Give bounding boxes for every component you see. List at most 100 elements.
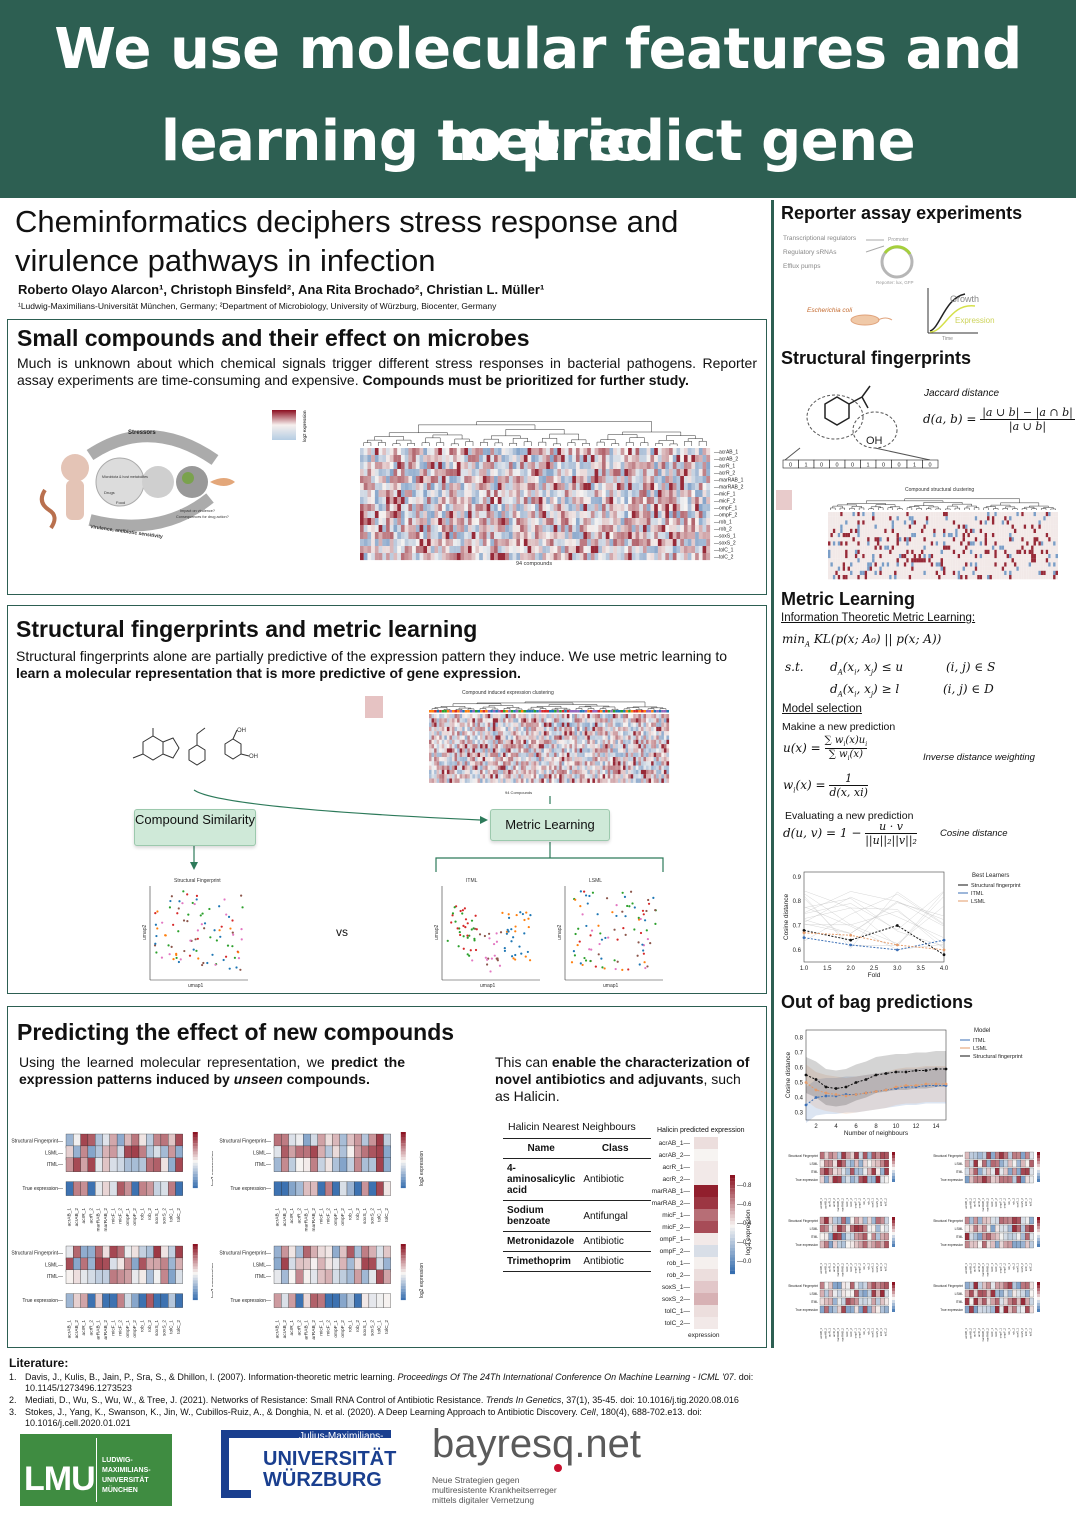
section-fingerprints-metric: [7, 605, 767, 994]
heatmap-cell: [923, 528, 926, 534]
heatmap-cell: [516, 539, 521, 547]
heatmap-cell: [389, 511, 394, 519]
heatmap-cell: [474, 752, 478, 758]
heatmap-cell: [512, 490, 517, 498]
heatmap-cell: [371, 553, 375, 561]
heatmap-cell: [575, 483, 580, 491]
heatmap-cell: [623, 718, 626, 723]
heatmap-cell: [923, 533, 926, 538]
heatmap-cell: [1018, 537, 1022, 542]
heatmap-cell: [584, 726, 588, 732]
heatmap-cell: [945, 512, 948, 517]
heatmap-cell: [972, 537, 975, 542]
scatter-point: [170, 945, 173, 948]
heatmap-cell: [310, 1269, 318, 1284]
heatmap-cell: [925, 537, 929, 542]
heatmap-cell: [518, 748, 522, 753]
heatmap-cell: [367, 504, 372, 512]
heatmap-cell: [523, 525, 528, 533]
heatmap-cell: [464, 532, 469, 540]
heatmap-cell: [527, 490, 532, 498]
heatmap-cell: [462, 769, 465, 775]
heatmap-cell: [867, 541, 870, 546]
heatmap-cell: [495, 748, 499, 753]
heatmap-cell: [510, 774, 514, 779]
cluster-bar: [464, 710, 468, 713]
heatmap-cell: [531, 774, 534, 779]
heatmap-cell: [945, 516, 948, 521]
heatmap-cell: [1009, 533, 1012, 538]
heatmap-cell: [903, 512, 907, 517]
heatmap-cell: [1038, 516, 1041, 521]
heatmap-cell: [467, 744, 470, 749]
heatmap-cell: [616, 497, 621, 505]
section1-colorbar: log2 expression: [272, 410, 307, 442]
heatmap-cell: [918, 520, 921, 525]
heatmap-cell: [842, 516, 846, 521]
heatmap-cell: [451, 752, 455, 758]
heatmap-cell: [1033, 545, 1036, 550]
heatmap-cell: [571, 778, 575, 783]
heatmap-cell: [623, 761, 626, 766]
heatmap-cell: [837, 545, 841, 550]
heatmap-cell: [638, 761, 642, 766]
colorbar-cell: [192, 1274, 198, 1278]
heatmap-cell: [472, 735, 476, 740]
heatmap-cell: [872, 537, 875, 542]
scatter-point: [570, 961, 574, 964]
heatmap-cell: [382, 483, 387, 491]
gene-tick: marRAB_1: [96, 1208, 102, 1232]
heatmap-cell: [454, 769, 458, 775]
heatmap-cell: [602, 726, 606, 732]
heatmap-cell: [368, 1269, 377, 1284]
heatmap-cell: [648, 752, 652, 758]
heatmap-cell: [441, 752, 445, 758]
heatmap-cell: [947, 541, 951, 546]
heatmap-cell: [503, 718, 506, 723]
heatmap-cell: [419, 504, 424, 512]
heatmap-cell: [1026, 520, 1029, 525]
heatmap-cell: [898, 541, 902, 546]
heatmap-cell: [965, 541, 968, 546]
heatmap-cell: [695, 455, 699, 463]
heatmap-cell: [382, 511, 387, 519]
cluster-bar: [451, 710, 455, 713]
heatmap-cell: [536, 752, 539, 758]
heatmap-cell: [490, 735, 493, 740]
heatmap-cell: [554, 761, 557, 766]
heatmap-cell: [531, 469, 536, 477]
heatmap-cell: [845, 533, 848, 538]
colorbar-cell: [400, 1171, 406, 1175]
heatmap-cell: [592, 752, 596, 758]
heatmap-cell: [605, 714, 608, 719]
heatmap-cell: [631, 532, 636, 540]
scatter-point: [621, 891, 624, 894]
heatmap-cell: [638, 752, 642, 758]
heatmap-cell: [579, 739, 583, 745]
heatmap-cell: [533, 726, 537, 732]
heatmap-cell: [962, 545, 966, 550]
colorbar-cell: [730, 1234, 735, 1238]
heatmap-cell: [557, 490, 562, 498]
heatmap-cell: [702, 476, 707, 484]
heatmap-cell: [477, 748, 481, 753]
heatmap-cell: [876, 541, 880, 546]
heatmap-cell: [698, 539, 703, 547]
heatmap-cell: [610, 757, 613, 762]
heatmap-cell: [419, 476, 424, 484]
heatmap-cell: [515, 748, 519, 753]
heatmap-cell: [431, 748, 435, 753]
heatmap-cell: [557, 511, 562, 519]
heatmap-cell: [1021, 524, 1024, 529]
heatmap-cell: [382, 448, 387, 456]
heatmap-cell: [441, 497, 446, 505]
heatmap-cell: [513, 765, 516, 770]
heatmap-cell: [441, 504, 446, 512]
heatmap-cell: [363, 497, 368, 505]
heatmap-cell: [613, 553, 618, 561]
heatmap-cell: [515, 752, 519, 758]
heatmap-cell: [451, 765, 455, 770]
heatmap-cell: [609, 483, 614, 491]
heatmap-cell: [441, 769, 445, 775]
heatmap-cell: [651, 731, 654, 736]
